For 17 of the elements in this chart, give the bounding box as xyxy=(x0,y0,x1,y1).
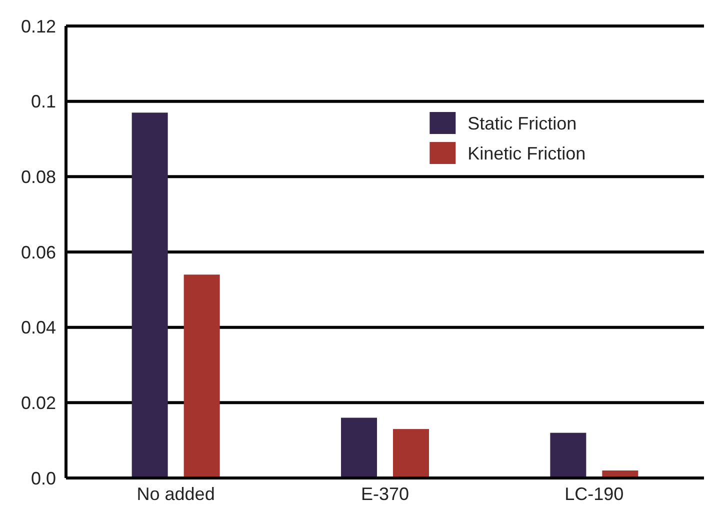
bar xyxy=(184,274,220,478)
bar xyxy=(132,112,168,478)
y-tick-label: 0.02 xyxy=(20,392,56,413)
bar xyxy=(393,429,429,478)
y-tick-label: 0.0 xyxy=(30,468,56,488)
legend-label: Static Friction xyxy=(468,113,577,134)
y-tick-label: 0.06 xyxy=(20,242,56,262)
x-tick-label: No added xyxy=(136,484,215,504)
legend-label: Kinetic Friction xyxy=(468,143,586,164)
x-tick-label: E-370 xyxy=(360,484,410,504)
y-tick-label: 0.1 xyxy=(30,92,56,112)
x-tick-label: LC-190 xyxy=(564,484,624,504)
y-tick-label: 0.08 xyxy=(20,166,56,187)
y-tick-label: 0.04 xyxy=(20,318,56,338)
y-tick-label: 0.12 xyxy=(20,16,56,36)
bar xyxy=(550,432,586,478)
bar xyxy=(341,418,377,478)
